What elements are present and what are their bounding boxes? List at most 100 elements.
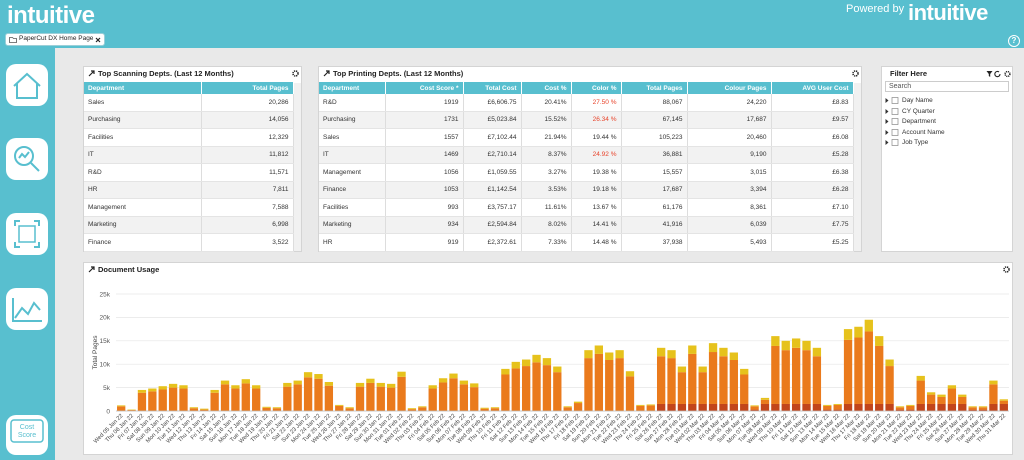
table-cell: £2,372.61 [463,233,522,252]
column-header[interactable]: Total Pages [201,82,294,94]
table-cell: 67,145 [621,111,688,129]
filter-item[interactable]: Job Type [885,138,928,147]
filter-item[interactable]: Account Name [885,128,945,137]
bar-segment [999,403,1008,411]
tab-close[interactable] [95,37,101,43]
bar-segment [968,406,977,408]
table-cell: Facilities [84,128,202,147]
table-cell: £5.28 [771,146,854,164]
filter-item[interactable]: Department [885,117,936,126]
bar-segment [895,406,905,408]
filter-tools[interactable] [986,70,1012,78]
printing-title: Top Printing Depts. (Last 12 Months) [333,69,464,78]
table-cell: 5,493 [687,233,772,252]
bar-segment [926,392,936,395]
column-header[interactable]: AVG User Cost [771,82,854,94]
bar-segment [719,356,728,404]
table-cell: 8.37% [521,146,572,164]
bar-segment [335,404,344,406]
expand-icon[interactable] [323,70,330,77]
table-cell: £2,594.84 [463,216,522,234]
bar-segment [719,403,728,411]
bar-segment [605,359,614,411]
bar-segment [999,400,1008,404]
table-cell: 919 [385,233,464,252]
bar-segment [189,407,199,409]
column-header[interactable]: Department [84,82,202,94]
cost-score-icon[interactable] [6,415,48,455]
column-header[interactable]: Total Pages [621,82,688,94]
bar-segment [958,394,967,397]
column-header[interactable]: Color % [571,82,622,94]
header [0,0,1024,48]
chart-title: Document Usage [98,265,160,274]
bar-segment [823,404,832,406]
bar-segment [729,403,738,411]
bar-segment [252,388,261,411]
logo: intuitive [7,2,95,29]
report-icon[interactable] [6,288,48,330]
bar-segment [937,396,946,404]
settings-icon[interactable] [852,70,859,77]
table-cell: 36,881 [621,146,688,164]
table-cell: 17,687 [621,181,688,199]
bar-segment [781,350,790,404]
help-button[interactable]: ? [1008,35,1020,47]
bar-segment [573,403,583,411]
search-icon[interactable] [6,138,48,180]
bar-segment [387,387,396,411]
cost-score-label[interactable]: Cost Score [17,424,37,439]
column-header[interactable]: Total Cost [463,82,522,94]
bar-segment [885,403,894,411]
bar-segment [989,380,998,385]
settings-icon[interactable] [292,70,299,77]
y-tick-label: 5k [103,385,111,392]
table-cell: 15,557 [621,163,688,182]
search-box[interactable]: Search [885,81,1009,92]
bar-segment [179,385,188,389]
bar-segment [438,378,448,383]
bar-segment [926,394,936,404]
table-row: Management 1056 £1,059.55 3.27% 19.38 % 15,55… [319,163,854,182]
bar-segment [355,386,365,411]
bar-segment [241,383,250,411]
expand-arrow [885,98,889,103]
column-header[interactable]: Cost Score * [385,82,464,94]
bar-segment [771,403,780,411]
table-cell: 17,687 [687,111,772,129]
scrollbar[interactable] [293,83,301,251]
bar-segment [958,396,967,404]
tab[interactable]: PaperCut DX Home Page [5,33,105,46]
filter-item[interactable]: CY Quarter [885,107,935,116]
table-cell: 88,067 [621,94,688,112]
column-header[interactable]: Department [319,82,386,94]
table-row: HR 7,811 [84,181,294,199]
panel-title: Top Scanning Depts. (Last 12 Months) [88,69,234,78]
table-cell: Purchasing [84,111,202,129]
bar-segment [563,407,572,411]
bar-segment [771,336,780,346]
table-cell: £5,023.84 [463,111,522,129]
table-cell: 15.52% [521,111,572,129]
scan-icon[interactable] [6,213,48,255]
table-row: HR 919 £2,372.61 7.33% 14.48 % 37,938 5,493 £5.… [319,233,854,252]
home-icon[interactable] [6,64,48,106]
bar-segment [137,389,147,393]
filter-item[interactable]: Day Name [885,96,933,105]
bar-segment [740,374,749,404]
expand-icon[interactable] [88,266,95,273]
bar-segment [210,392,219,411]
bar-segment [833,409,842,411]
checkbox [891,97,899,104]
table-cell: 3.27% [521,163,572,182]
bar-segment [760,399,770,404]
y-axis-label: Total Pages [92,335,99,370]
table-row: IT 11,812 [84,146,294,164]
settings-icon[interactable] [1003,266,1010,273]
column-header[interactable]: Cost % [521,82,572,94]
bar-segment [833,404,842,410]
column-header[interactable]: Colour Pages [687,82,772,94]
scrollbar[interactable] [853,83,861,251]
expand-icon[interactable] [88,70,95,77]
